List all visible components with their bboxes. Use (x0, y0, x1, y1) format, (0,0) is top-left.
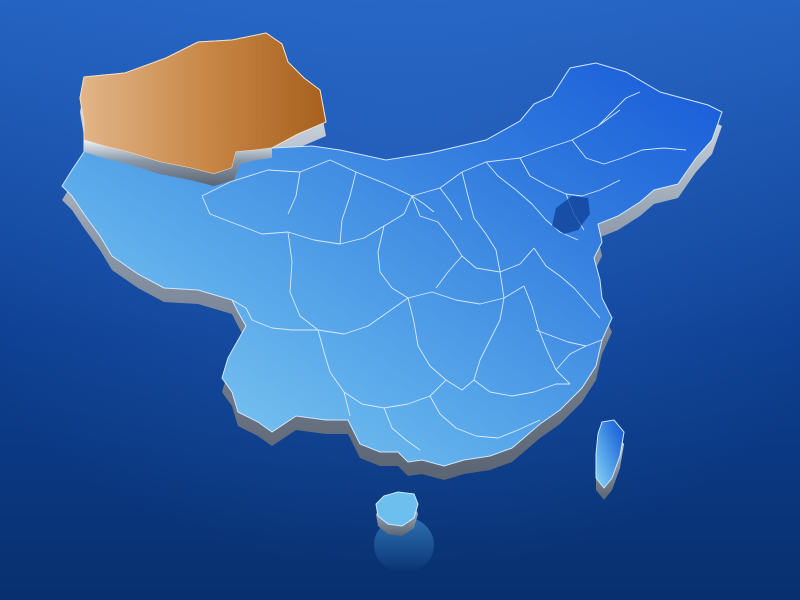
highlighted-region-side (84, 140, 272, 186)
island-hainan (375, 491, 419, 527)
island-taiwan (595, 419, 625, 489)
bohai-bay (552, 196, 590, 234)
